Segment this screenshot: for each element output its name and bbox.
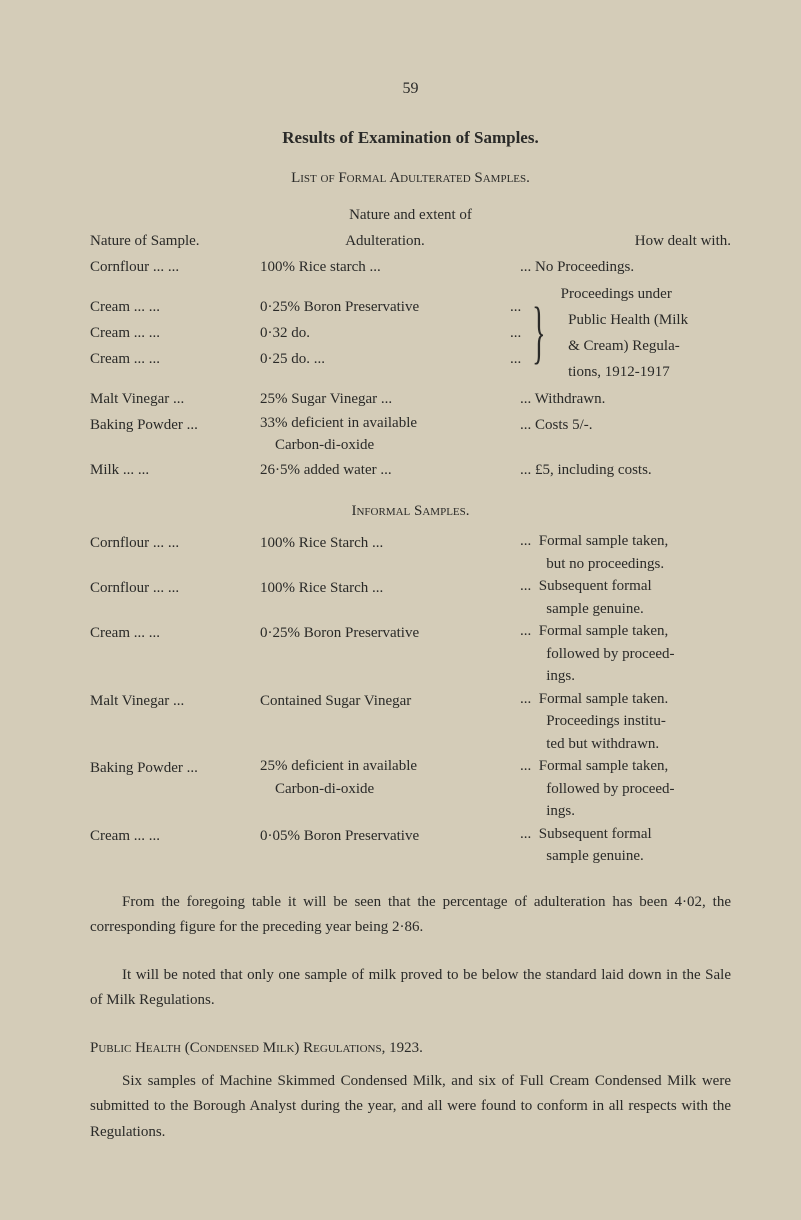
subtitle: Nature and extent of — [90, 207, 731, 224]
table-row: Cream ... ... 0·32 do. ... — [90, 320, 530, 346]
result-cell: ... Withdrawn. — [510, 386, 731, 412]
adulteration-cell: 0·05% Boron Preservative — [260, 823, 510, 849]
header-how-dealt: How dealt with. — [510, 228, 731, 254]
result-cell: ... Formal sample taken, followed by pro… — [510, 620, 731, 688]
informal-table: Cornflour ... ... 100% Rice Starch ... .… — [90, 530, 731, 868]
adulteration-cell: 26·5% added water ... — [260, 457, 510, 483]
table-row: Malt Vinegar ... Contained Sugar Vinegar… — [90, 688, 731, 756]
adulteration-cell: 0·25% Boron Preservative — [260, 620, 510, 646]
paragraph-2: It will be noted that only one sample of… — [90, 963, 731, 1014]
sample-cell: Cream ... ... — [90, 620, 260, 646]
list-title: List of Formal Adulterated Samples. — [90, 170, 731, 187]
table-row: Cornflour ... ... 100% Rice Starch ... .… — [90, 530, 731, 575]
section-heading: Public Health (Condensed Milk) Regulatio… — [90, 1040, 731, 1057]
sample-cell: Baking Powder ... — [90, 755, 260, 781]
adulteration-cell: 0·32 do. — [260, 320, 510, 346]
table-row: Cream ... ... 0·05% Boron Preservative .… — [90, 823, 731, 868]
page-number: 59 — [90, 80, 731, 98]
dots-cell: ... — [510, 346, 530, 372]
result-cell: ... Subsequent formal sample genuine. — [510, 575, 731, 620]
informal-title: Informal Samples. — [90, 503, 731, 520]
sample-cell: Cornflour ... ... — [90, 530, 260, 556]
adulteration-cell: Contained Sugar Vinegar — [260, 688, 510, 714]
brace-group: Cream ... ... 0·25% Boron Preservative .… — [90, 281, 731, 386]
result-cell: ... Formal sample taken, followed by pro… — [510, 755, 731, 823]
sample-cell: Milk ... ... — [90, 457, 260, 483]
adulteration-cell: 0·25 do. ... — [260, 346, 510, 372]
table-row: Cream ... ... 0·25% Boron Preservative .… — [90, 294, 530, 320]
sample-cell: Malt Vinegar ... — [90, 688, 260, 714]
adulteration-cell: 100% Rice Starch ... — [260, 575, 510, 601]
sample-cell: Cornflour ... ... — [90, 254, 260, 280]
result-cell: ... Costs 5/-. — [510, 412, 731, 438]
sample-cell: Cream ... ... — [90, 320, 260, 346]
sample-cell: Cornflour ... ... — [90, 575, 260, 601]
header-row: Nature of Sample. Adulteration. How deal… — [90, 228, 731, 254]
table-row: Cornflour ... ... 100% Rice Starch ... .… — [90, 575, 731, 620]
adulteration-cell: 0·25% Boron Preservative — [260, 294, 510, 320]
adulteration-cell: 100% Rice starch ... — [260, 254, 510, 280]
brace-line: Proceedings under — [561, 281, 689, 307]
result-cell: ... Formal sample taken, but no proceedi… — [510, 530, 731, 575]
header-adulteration: Adulteration. — [260, 228, 510, 254]
formal-table: Nature of Sample. Adulteration. How deal… — [90, 228, 731, 483]
brace-text: Proceedings under Public Health (Milk & … — [561, 281, 689, 386]
paragraph-3: Six samples of Machine Skimmed Condensed… — [90, 1069, 731, 1146]
result-cell: ... No Proceedings. — [510, 254, 731, 280]
adulteration-cell: 33% deficient in available Carbon-di-oxi… — [260, 412, 510, 457]
main-title: Results of Examination of Samples. — [90, 128, 731, 148]
header-nature: Nature of Sample. — [90, 228, 260, 254]
sample-cell: Baking Powder ... — [90, 412, 260, 438]
result-cell: ... £5, including costs. — [510, 457, 731, 483]
sample-cell: Cream ... ... — [90, 346, 260, 372]
table-row: Baking Powder ... 33% deficient in avail… — [90, 412, 731, 457]
table-row: Baking Powder ... 25% deficient in avail… — [90, 755, 731, 823]
brace-line: Public Health (Milk — [561, 307, 689, 333]
paragraph-1: From the foregoing table it will be seen… — [90, 890, 731, 941]
adulteration-cell: 25% deficient in available Carbon-di-oxi… — [260, 755, 510, 800]
sample-cell: Malt Vinegar ... — [90, 386, 260, 412]
sample-cell: Cream ... ... — [90, 294, 260, 320]
brace-line: tions, 1912-1917 — [561, 359, 689, 385]
table-row: Malt Vinegar ... 25% Sugar Vinegar ... .… — [90, 386, 731, 412]
sample-cell: Cream ... ... — [90, 823, 260, 849]
document-page: 59 Results of Examination of Samples. Li… — [0, 0, 801, 1220]
result-cell: ... Subsequent formal sample genuine. — [510, 823, 731, 868]
adulteration-cell: 100% Rice Starch ... — [260, 530, 510, 556]
result-cell: ... Formal sample taken. Proceedings ins… — [510, 688, 731, 756]
brace-line: & Cream) Regula- — [561, 333, 689, 359]
table-row: Cream ... ... 0·25 do. ... ... — [90, 346, 530, 372]
dots-cell: ... — [510, 294, 530, 320]
table-row: Cornflour ... ... 100% Rice starch ... .… — [90, 254, 731, 280]
table-row: Milk ... ... 26·5% added water ... ... £… — [90, 457, 731, 483]
table-row: Cream ... ... 0·25% Boron Preservative .… — [90, 620, 731, 688]
adulteration-cell: 25% Sugar Vinegar ... — [260, 386, 510, 412]
dots-cell: ... — [510, 320, 530, 346]
brace-icon: } — [532, 305, 545, 361]
